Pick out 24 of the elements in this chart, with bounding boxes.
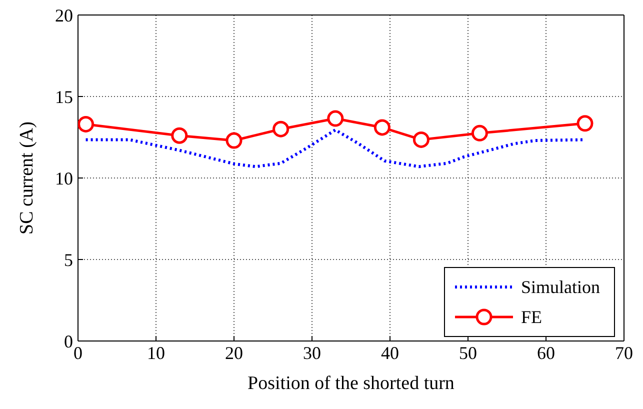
x-tick-label: 60 [537,342,555,363]
point [576,115,594,132]
point [327,110,344,127]
point [471,124,488,142]
y-tick-label: 15 [55,86,73,107]
x-tick-label: 20 [225,342,243,363]
y-tick-label: 5 [64,250,73,270]
point [272,120,290,138]
legend-label: FE [520,306,542,328]
y-axis-title: SC current (A) [16,122,38,234]
point [226,132,242,149]
point [374,119,390,136]
x-tick-label: 10 [147,342,165,363]
legend-label: Simulation [520,276,600,298]
point [78,116,94,132]
x-tick-label: 40 [381,342,399,363]
point [171,127,188,144]
x-tick-label: 70 [615,342,633,363]
x-axis-title: Position of the shorted turn [248,373,455,394]
point [412,131,430,148]
x-tick-label: 30 [303,342,321,363]
y-tick-label: 10 [55,168,73,188]
y-tick-label: 20 [55,5,73,26]
x-tick-label: 50 [459,342,477,363]
